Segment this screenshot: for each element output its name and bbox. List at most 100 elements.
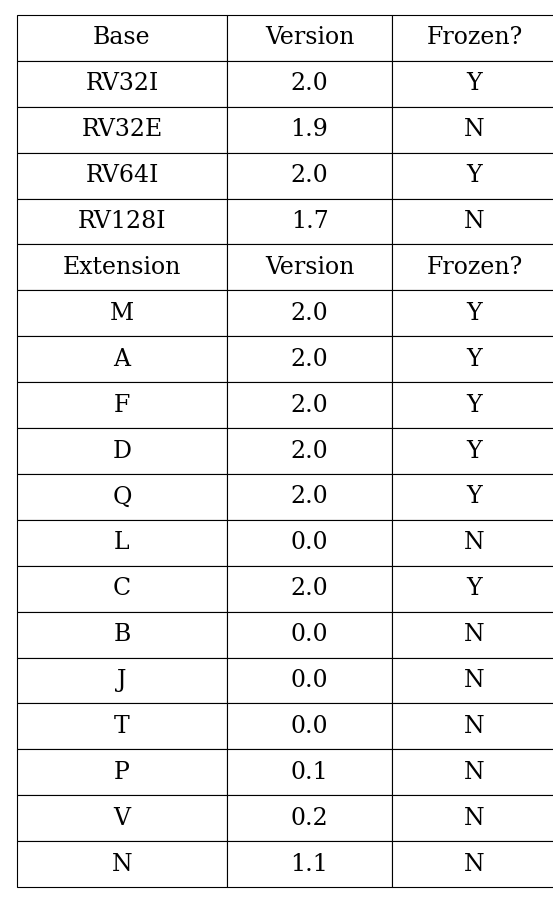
Bar bbox=[17, 198, 227, 244]
Bar bbox=[17, 566, 227, 612]
Bar bbox=[227, 658, 392, 704]
Text: Y: Y bbox=[467, 439, 482, 463]
Text: N: N bbox=[464, 760, 485, 784]
Text: N: N bbox=[464, 806, 485, 830]
Bar bbox=[392, 61, 553, 106]
Text: Y: Y bbox=[467, 347, 482, 371]
Text: N: N bbox=[464, 118, 485, 142]
Text: A: A bbox=[113, 347, 131, 371]
Text: Extension: Extension bbox=[63, 256, 181, 279]
Text: D: D bbox=[112, 439, 132, 463]
Text: N: N bbox=[464, 210, 485, 233]
Bar bbox=[17, 474, 227, 520]
Text: 2.0: 2.0 bbox=[291, 72, 328, 96]
Bar bbox=[17, 704, 227, 750]
Bar bbox=[392, 750, 553, 796]
Bar bbox=[392, 566, 553, 612]
Text: 0.0: 0.0 bbox=[291, 531, 328, 555]
Bar bbox=[227, 336, 392, 382]
Bar bbox=[392, 658, 553, 704]
Text: 0.2: 0.2 bbox=[291, 806, 328, 830]
Bar bbox=[227, 566, 392, 612]
Bar bbox=[227, 520, 392, 566]
Text: 1.7: 1.7 bbox=[291, 210, 328, 233]
Text: 1.1: 1.1 bbox=[290, 852, 328, 876]
Text: V: V bbox=[113, 806, 131, 830]
Bar bbox=[392, 106, 553, 152]
Bar bbox=[227, 841, 392, 887]
Text: 2.0: 2.0 bbox=[291, 302, 328, 325]
Text: Y: Y bbox=[467, 485, 482, 509]
Bar bbox=[227, 704, 392, 750]
Text: 0.0: 0.0 bbox=[291, 715, 328, 738]
Bar bbox=[392, 198, 553, 244]
Bar bbox=[227, 152, 392, 198]
Bar bbox=[17, 152, 227, 198]
Bar bbox=[227, 750, 392, 796]
Text: M: M bbox=[110, 302, 134, 325]
Text: 2.0: 2.0 bbox=[291, 164, 328, 187]
Text: RV32I: RV32I bbox=[85, 72, 159, 96]
Bar bbox=[392, 15, 553, 61]
Bar bbox=[392, 382, 553, 428]
Text: 1.9: 1.9 bbox=[290, 118, 328, 142]
Bar bbox=[227, 61, 392, 106]
Text: Frozen?: Frozen? bbox=[426, 26, 523, 50]
Text: Frozen?: Frozen? bbox=[426, 256, 523, 279]
Bar bbox=[227, 106, 392, 152]
Text: 0.1: 0.1 bbox=[291, 760, 328, 784]
Bar bbox=[227, 612, 392, 658]
Text: 2.0: 2.0 bbox=[291, 347, 328, 371]
Text: B: B bbox=[113, 623, 131, 646]
Bar bbox=[392, 152, 553, 198]
Text: 0.0: 0.0 bbox=[291, 669, 328, 692]
Bar bbox=[392, 704, 553, 750]
Text: N: N bbox=[112, 852, 132, 876]
Bar bbox=[17, 290, 227, 336]
Bar bbox=[392, 290, 553, 336]
Text: RV64I: RV64I bbox=[85, 164, 159, 187]
Text: Q: Q bbox=[112, 485, 132, 509]
Text: N: N bbox=[464, 669, 485, 692]
Bar bbox=[17, 428, 227, 474]
Text: Y: Y bbox=[467, 393, 482, 417]
Bar bbox=[392, 520, 553, 566]
Text: Y: Y bbox=[467, 72, 482, 96]
Bar bbox=[17, 382, 227, 428]
Text: T: T bbox=[114, 715, 130, 738]
Bar bbox=[17, 658, 227, 704]
Text: N: N bbox=[464, 852, 485, 876]
Bar bbox=[17, 15, 227, 61]
Bar bbox=[392, 428, 553, 474]
Text: RV128I: RV128I bbox=[78, 210, 166, 233]
Text: Base: Base bbox=[93, 26, 151, 50]
Text: Y: Y bbox=[467, 164, 482, 187]
Bar bbox=[227, 198, 392, 244]
Text: C: C bbox=[113, 577, 131, 600]
Text: N: N bbox=[464, 623, 485, 646]
Text: J: J bbox=[117, 669, 127, 692]
Text: 2.0: 2.0 bbox=[291, 393, 328, 417]
Bar bbox=[17, 520, 227, 566]
Bar bbox=[227, 428, 392, 474]
Bar bbox=[392, 796, 553, 841]
Bar bbox=[17, 841, 227, 887]
Bar bbox=[227, 244, 392, 290]
Text: 2.0: 2.0 bbox=[291, 485, 328, 509]
Bar bbox=[392, 244, 553, 290]
Bar bbox=[392, 474, 553, 520]
Bar bbox=[392, 841, 553, 887]
Bar bbox=[17, 750, 227, 796]
Text: F: F bbox=[114, 393, 130, 417]
Bar bbox=[227, 382, 392, 428]
Text: P: P bbox=[114, 760, 130, 784]
Text: N: N bbox=[464, 715, 485, 738]
Text: Version: Version bbox=[265, 256, 354, 279]
Bar bbox=[227, 474, 392, 520]
Text: 0.0: 0.0 bbox=[291, 623, 328, 646]
Text: 2.0: 2.0 bbox=[291, 439, 328, 463]
Bar bbox=[227, 796, 392, 841]
Text: 2.0: 2.0 bbox=[291, 577, 328, 600]
Text: Version: Version bbox=[265, 26, 354, 50]
Bar bbox=[227, 15, 392, 61]
